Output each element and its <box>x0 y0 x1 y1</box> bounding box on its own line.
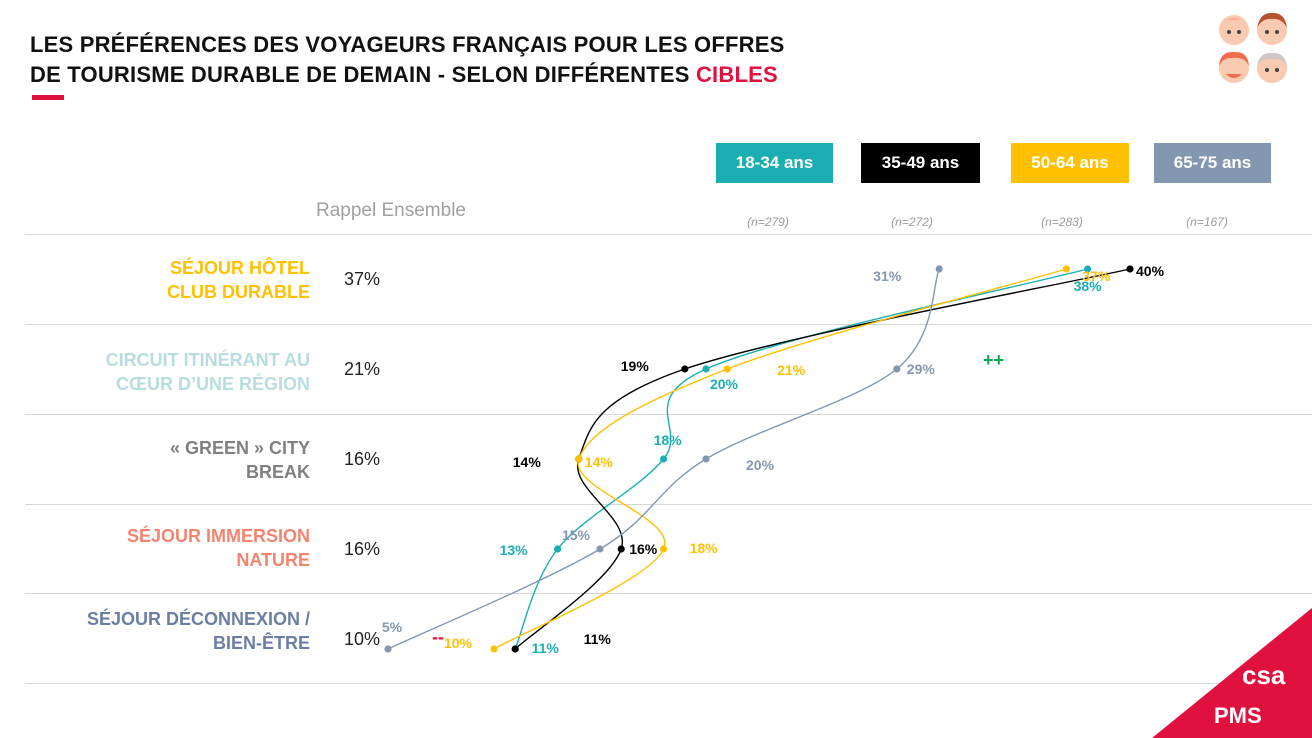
row-divider <box>25 234 1312 235</box>
significance-minus: -- <box>432 627 444 647</box>
category-label-line: BREAK <box>245 462 310 482</box>
title-underline <box>32 95 64 100</box>
ensemble-value: 16% <box>344 539 381 559</box>
data-label: 5% <box>382 619 403 635</box>
csa-pms-logo: csa PMS <box>1152 608 1312 738</box>
data-label: 37% <box>1082 268 1111 284</box>
ensemble-value: 10% <box>344 629 381 649</box>
data-label: 15% <box>562 527 591 543</box>
pms-wordmark: PMS <box>1214 703 1262 728</box>
data-label: 11% <box>584 631 612 647</box>
row-divider <box>25 414 1312 415</box>
series-line <box>493 268 1067 650</box>
n-label-65-75: (n=167) <box>1186 215 1228 229</box>
series-point <box>660 455 668 463</box>
significance-plus: ++ <box>983 350 1005 370</box>
row-divider <box>25 593 1312 594</box>
data-label: 31% <box>873 268 902 284</box>
data-label: 18% <box>654 432 683 448</box>
data-label: 20% <box>710 376 739 392</box>
series-point <box>935 265 943 273</box>
series-point <box>893 365 901 373</box>
data-label: 38% <box>1074 278 1103 294</box>
data-label: 21% <box>777 362 806 378</box>
rappel-ensemble-label: Rappel Ensemble <box>316 200 466 221</box>
series-point <box>554 545 562 553</box>
data-label: 10% <box>444 635 473 651</box>
row-divider <box>25 683 1312 684</box>
category-label-line: CŒUR D’UNE RÉGION <box>115 374 310 394</box>
category-label-line: BIEN-ÊTRE <box>212 633 310 653</box>
category-label-line: SÉJOUR IMMERSION <box>126 526 310 546</box>
category-label-immersion: SÉJOUR IMMERSION NATURE <box>40 524 310 572</box>
legend-50-64: 50-64 ans <box>1011 143 1129 183</box>
series-point <box>617 545 625 553</box>
category-label-line: NATURE <box>236 550 310 570</box>
series-point <box>1126 265 1134 273</box>
data-label: 29% <box>907 361 936 377</box>
series-point <box>1062 265 1070 273</box>
category-label-line: « GREEN » CITY <box>169 438 310 458</box>
series-point <box>575 455 583 463</box>
title-line-2: DE TOURISME DURABLE DE DEMAIN - SELON DI… <box>30 60 784 90</box>
ensemble-value: 21% <box>344 359 381 379</box>
category-label-line: CIRCUIT ITINÉRANT AU <box>105 350 310 370</box>
data-label: 18% <box>690 540 719 556</box>
data-label: 14% <box>585 454 614 470</box>
data-label: 20% <box>746 457 775 473</box>
title-line-1: LES PRÉFÉRENCES DES VOYAGEURS FRANÇAIS P… <box>30 32 785 57</box>
ensemble-value: 37% <box>344 269 381 289</box>
n-label-50-64: (n=283) <box>1041 215 1083 229</box>
legend-18-34: 18-34 ans <box>716 143 833 183</box>
series-point <box>681 365 689 373</box>
page-title: LES PRÉFÉRENCES DES VOYAGEURS FRANÇAIS P… <box>30 30 784 90</box>
series-point <box>1084 265 1092 273</box>
row-divider <box>25 504 1312 505</box>
category-label-deconnexion: SÉJOUR DÉCONNEXION / BIEN-ÊTRE <box>40 607 310 655</box>
csa-wordmark: csa <box>1242 660 1286 690</box>
data-label: 13% <box>500 542 529 558</box>
ensemble-value: 16% <box>344 449 381 469</box>
category-label-city-break: « GREEN » CITY BREAK <box>40 436 310 484</box>
title-line-2-main: DE TOURISME DURABLE DE DEMAIN - SELON DI… <box>30 62 696 87</box>
n-label-18-34: (n=279) <box>747 215 789 229</box>
data-label: 40% <box>1136 263 1165 279</box>
row-divider <box>25 324 1312 325</box>
legend-65-75: 65-75 ans <box>1154 143 1271 183</box>
family-faces-icon <box>1219 12 1287 83</box>
title-accent: CIBLES <box>695 62 778 87</box>
data-label: 14% <box>513 454 542 470</box>
data-label: 16% <box>629 541 658 557</box>
series-line <box>514 268 1088 650</box>
data-label: 11% <box>532 640 560 656</box>
category-label-line: SÉJOUR HÔTEL <box>169 258 310 278</box>
series-point <box>384 645 392 653</box>
n-label-35-49: (n=272) <box>891 215 933 229</box>
series-line <box>387 268 940 650</box>
series-point <box>702 365 710 373</box>
series-point <box>660 545 668 553</box>
category-label-circuit: CIRCUIT ITINÉRANT AU CŒUR D’UNE RÉGION <box>40 348 310 396</box>
category-label-line: CLUB DURABLE <box>167 282 310 302</box>
series-point <box>596 545 604 553</box>
series-point <box>511 645 519 653</box>
series-point <box>723 365 731 373</box>
data-label: 19% <box>621 358 650 374</box>
category-label-hotel-club: SÉJOUR HÔTEL CLUB DURABLE <box>40 256 310 304</box>
series-point <box>702 455 710 463</box>
category-label-line: SÉJOUR DÉCONNEXION / <box>86 609 310 629</box>
legend-35-49: 35-49 ans <box>861 143 980 183</box>
series-point <box>490 645 498 653</box>
